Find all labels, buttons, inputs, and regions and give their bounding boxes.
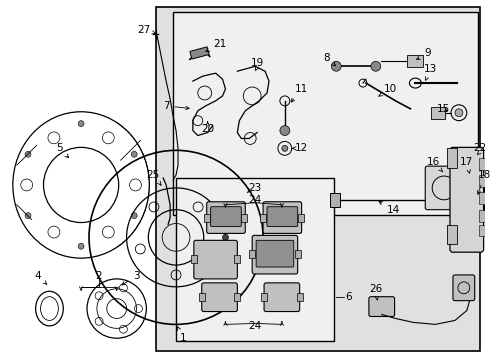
Bar — [408, 55, 423, 67]
Bar — [261, 293, 267, 301]
Bar — [234, 293, 240, 301]
FancyBboxPatch shape — [202, 283, 237, 311]
Bar — [479, 225, 487, 237]
Bar — [294, 250, 301, 258]
Circle shape — [282, 145, 288, 151]
FancyBboxPatch shape — [450, 147, 484, 252]
FancyBboxPatch shape — [256, 240, 294, 267]
Text: 26: 26 — [369, 284, 382, 300]
Bar — [431, 107, 445, 119]
Text: 10: 10 — [379, 84, 397, 96]
Text: 7: 7 — [163, 101, 189, 111]
Bar — [234, 255, 240, 263]
FancyBboxPatch shape — [453, 275, 475, 301]
FancyBboxPatch shape — [369, 297, 394, 316]
Text: 21: 21 — [206, 39, 226, 51]
Text: 13: 13 — [423, 64, 437, 80]
FancyBboxPatch shape — [252, 235, 298, 274]
FancyBboxPatch shape — [263, 202, 302, 233]
Text: 15: 15 — [437, 104, 450, 114]
Circle shape — [78, 121, 84, 127]
Bar — [479, 210, 487, 221]
Bar — [296, 293, 303, 301]
Bar — [199, 293, 205, 301]
Text: 3: 3 — [122, 271, 140, 285]
Text: 27: 27 — [137, 25, 156, 35]
Circle shape — [371, 61, 381, 71]
Text: 14: 14 — [379, 202, 400, 215]
Text: 16: 16 — [427, 157, 443, 172]
Circle shape — [222, 234, 228, 240]
FancyBboxPatch shape — [425, 166, 464, 210]
Bar — [176, 178, 334, 341]
FancyBboxPatch shape — [194, 240, 237, 279]
Bar — [260, 213, 266, 221]
Circle shape — [78, 243, 84, 249]
Bar — [204, 213, 210, 221]
Text: 11: 11 — [291, 84, 308, 102]
Text: 24: 24 — [248, 195, 262, 205]
Text: 23: 23 — [248, 183, 262, 193]
Bar — [330, 193, 340, 207]
Bar — [190, 47, 209, 59]
Circle shape — [25, 151, 31, 157]
Text: 4: 4 — [34, 271, 47, 284]
Text: 1: 1 — [177, 327, 186, 343]
Circle shape — [331, 61, 341, 71]
FancyBboxPatch shape — [267, 207, 298, 226]
Text: 9: 9 — [416, 48, 431, 59]
Text: 24: 24 — [248, 321, 262, 331]
Circle shape — [131, 151, 137, 157]
Bar — [241, 213, 247, 221]
FancyBboxPatch shape — [207, 202, 245, 233]
Text: 8: 8 — [323, 53, 336, 66]
Bar — [298, 213, 304, 221]
Text: 19: 19 — [250, 58, 264, 68]
Text: 25: 25 — [147, 170, 161, 185]
Bar — [479, 192, 487, 204]
Text: 17: 17 — [460, 157, 473, 173]
Circle shape — [280, 126, 290, 135]
Text: 6: 6 — [345, 292, 351, 302]
Text: 20: 20 — [201, 123, 214, 134]
Bar — [249, 250, 255, 258]
FancyBboxPatch shape — [211, 207, 241, 226]
Text: 22: 22 — [473, 143, 486, 153]
Bar — [191, 255, 197, 263]
Text: 5: 5 — [56, 143, 69, 158]
Circle shape — [25, 213, 31, 219]
Circle shape — [131, 213, 137, 219]
Bar — [479, 175, 487, 187]
Text: 12: 12 — [292, 143, 308, 153]
Text: 2: 2 — [96, 271, 102, 281]
Text: 18: 18 — [477, 170, 490, 194]
FancyBboxPatch shape — [264, 283, 300, 311]
Bar — [173, 12, 478, 215]
Bar — [479, 158, 487, 170]
Bar — [447, 148, 457, 168]
Bar — [156, 7, 480, 351]
Bar — [447, 225, 457, 244]
Circle shape — [455, 109, 463, 117]
